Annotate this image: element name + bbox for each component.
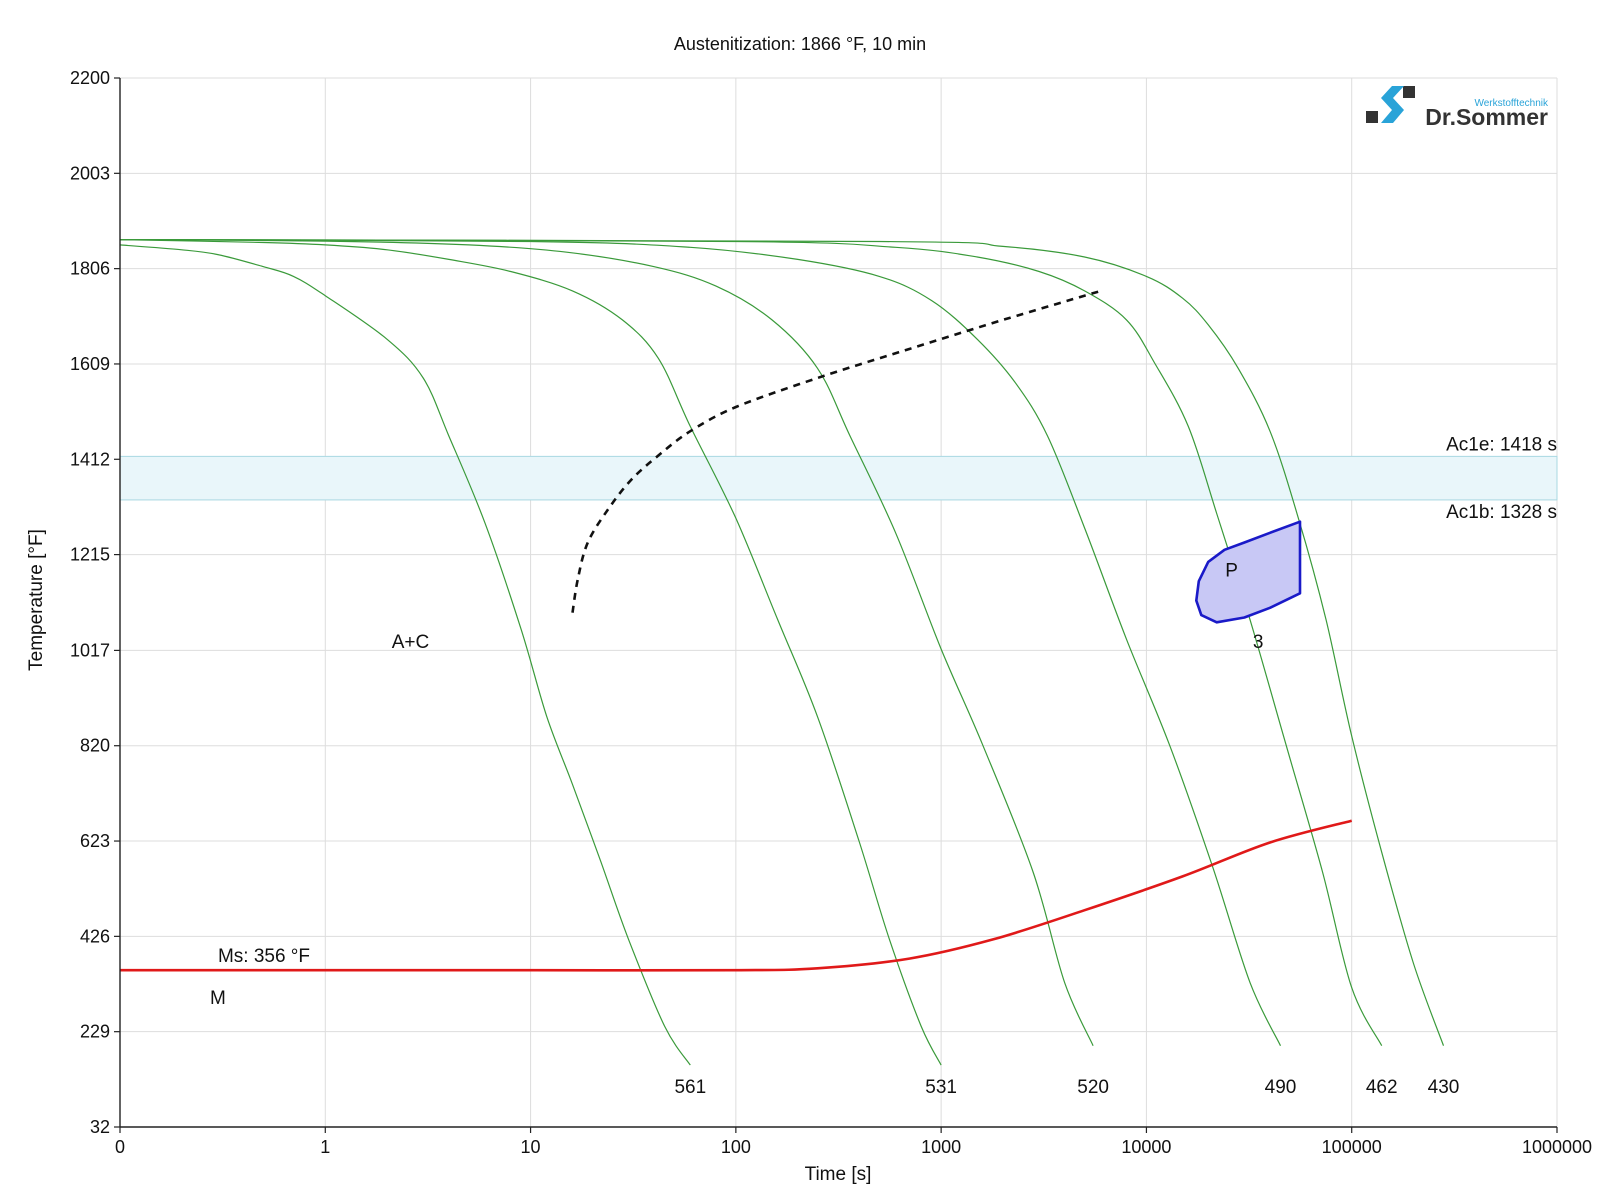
hardness-label: 531 — [925, 1077, 957, 1098]
pearlite-amount-label: 3 — [1253, 632, 1264, 653]
x-tick-label: 10000 — [1121, 1137, 1171, 1157]
dr-sommer-logo: Werkstofftechnik Dr.Sommer — [1366, 86, 1549, 130]
cooling-curve — [119, 239, 1282, 1046]
y-tick-label: 623 — [80, 831, 110, 851]
x-tick-label: 100000 — [1322, 1137, 1382, 1157]
pearlite-region — [1195, 520, 1302, 624]
logo-mark-s-icon — [1381, 86, 1404, 123]
x-tick-label: 1000000 — [1522, 1137, 1592, 1157]
y-tick-label: 229 — [80, 1022, 110, 1042]
y-tick-label: 426 — [80, 926, 110, 946]
region-label: M — [210, 988, 226, 1009]
ac-band — [119, 455, 1558, 501]
y-tick-label: 32 — [90, 1117, 110, 1137]
y-tick-label: 1609 — [70, 354, 110, 374]
logo-brand: Dr.Sommer — [1425, 104, 1548, 130]
hardness-label: 520 — [1077, 1077, 1109, 1098]
hardness-label: 561 — [674, 1077, 706, 1098]
y-tick-label: 1215 — [70, 545, 110, 565]
transformation-start-line — [571, 289, 1102, 613]
y-tick-label: 1017 — [70, 640, 110, 660]
ms-label: Ms: 356 °F — [218, 946, 310, 967]
logo-mark-square-dark — [1403, 86, 1415, 98]
chart-title: Austenitization: 1866 °F, 10 min — [674, 34, 926, 54]
pearlite-label: P — [1225, 560, 1238, 581]
cooling-curve — [119, 239, 1445, 1046]
hardness-label: 490 — [1265, 1077, 1297, 1098]
cooling-curve — [119, 239, 1094, 1046]
series — [119, 239, 1445, 1066]
x-tick-label: 1 — [320, 1137, 330, 1157]
ac1b-label: Ac1b: 1328 s — [1446, 502, 1557, 523]
ac1e-label: Ac1e: 1418 s — [1446, 434, 1557, 455]
cooling-curve — [119, 239, 1383, 1046]
x-axis-title: Time [s] — [805, 1164, 872, 1185]
y-tick-label: 2003 — [70, 163, 110, 183]
ticks: 0 1 10 100 1000 10000 100000 1000000 32 229 426 623… — [70, 68, 1592, 1157]
hardness-label: 462 — [1366, 1077, 1398, 1098]
x-tick-label: 100 — [721, 1137, 751, 1157]
ac1-band — [119, 455, 1558, 501]
y-tick-label: 820 — [80, 736, 110, 756]
x-tick-label: 0 — [115, 1137, 125, 1157]
hardness-label: 430 — [1428, 1077, 1460, 1098]
y-axis-title: Temperature [°F] — [26, 529, 47, 671]
x-tick-label: 1000 — [921, 1137, 961, 1157]
annotations: Ac1e: 1418 s Ac1b: 1328 s 561 531 520 490 462 4… — [210, 434, 1557, 1098]
y-tick-label: 1412 — [70, 449, 110, 469]
region-label: A+C — [392, 632, 430, 653]
y-tick-label: 1806 — [70, 259, 110, 279]
cooling-curve — [119, 239, 942, 1066]
logo-mark-square-dark — [1366, 111, 1378, 123]
ms-line — [119, 819, 1353, 972]
cooling-curve — [119, 244, 691, 1066]
y-tick-label: 2200 — [70, 68, 110, 88]
logo-subtitle: Werkstofftechnik — [1474, 98, 1549, 109]
x-tick-label: 10 — [521, 1137, 541, 1157]
